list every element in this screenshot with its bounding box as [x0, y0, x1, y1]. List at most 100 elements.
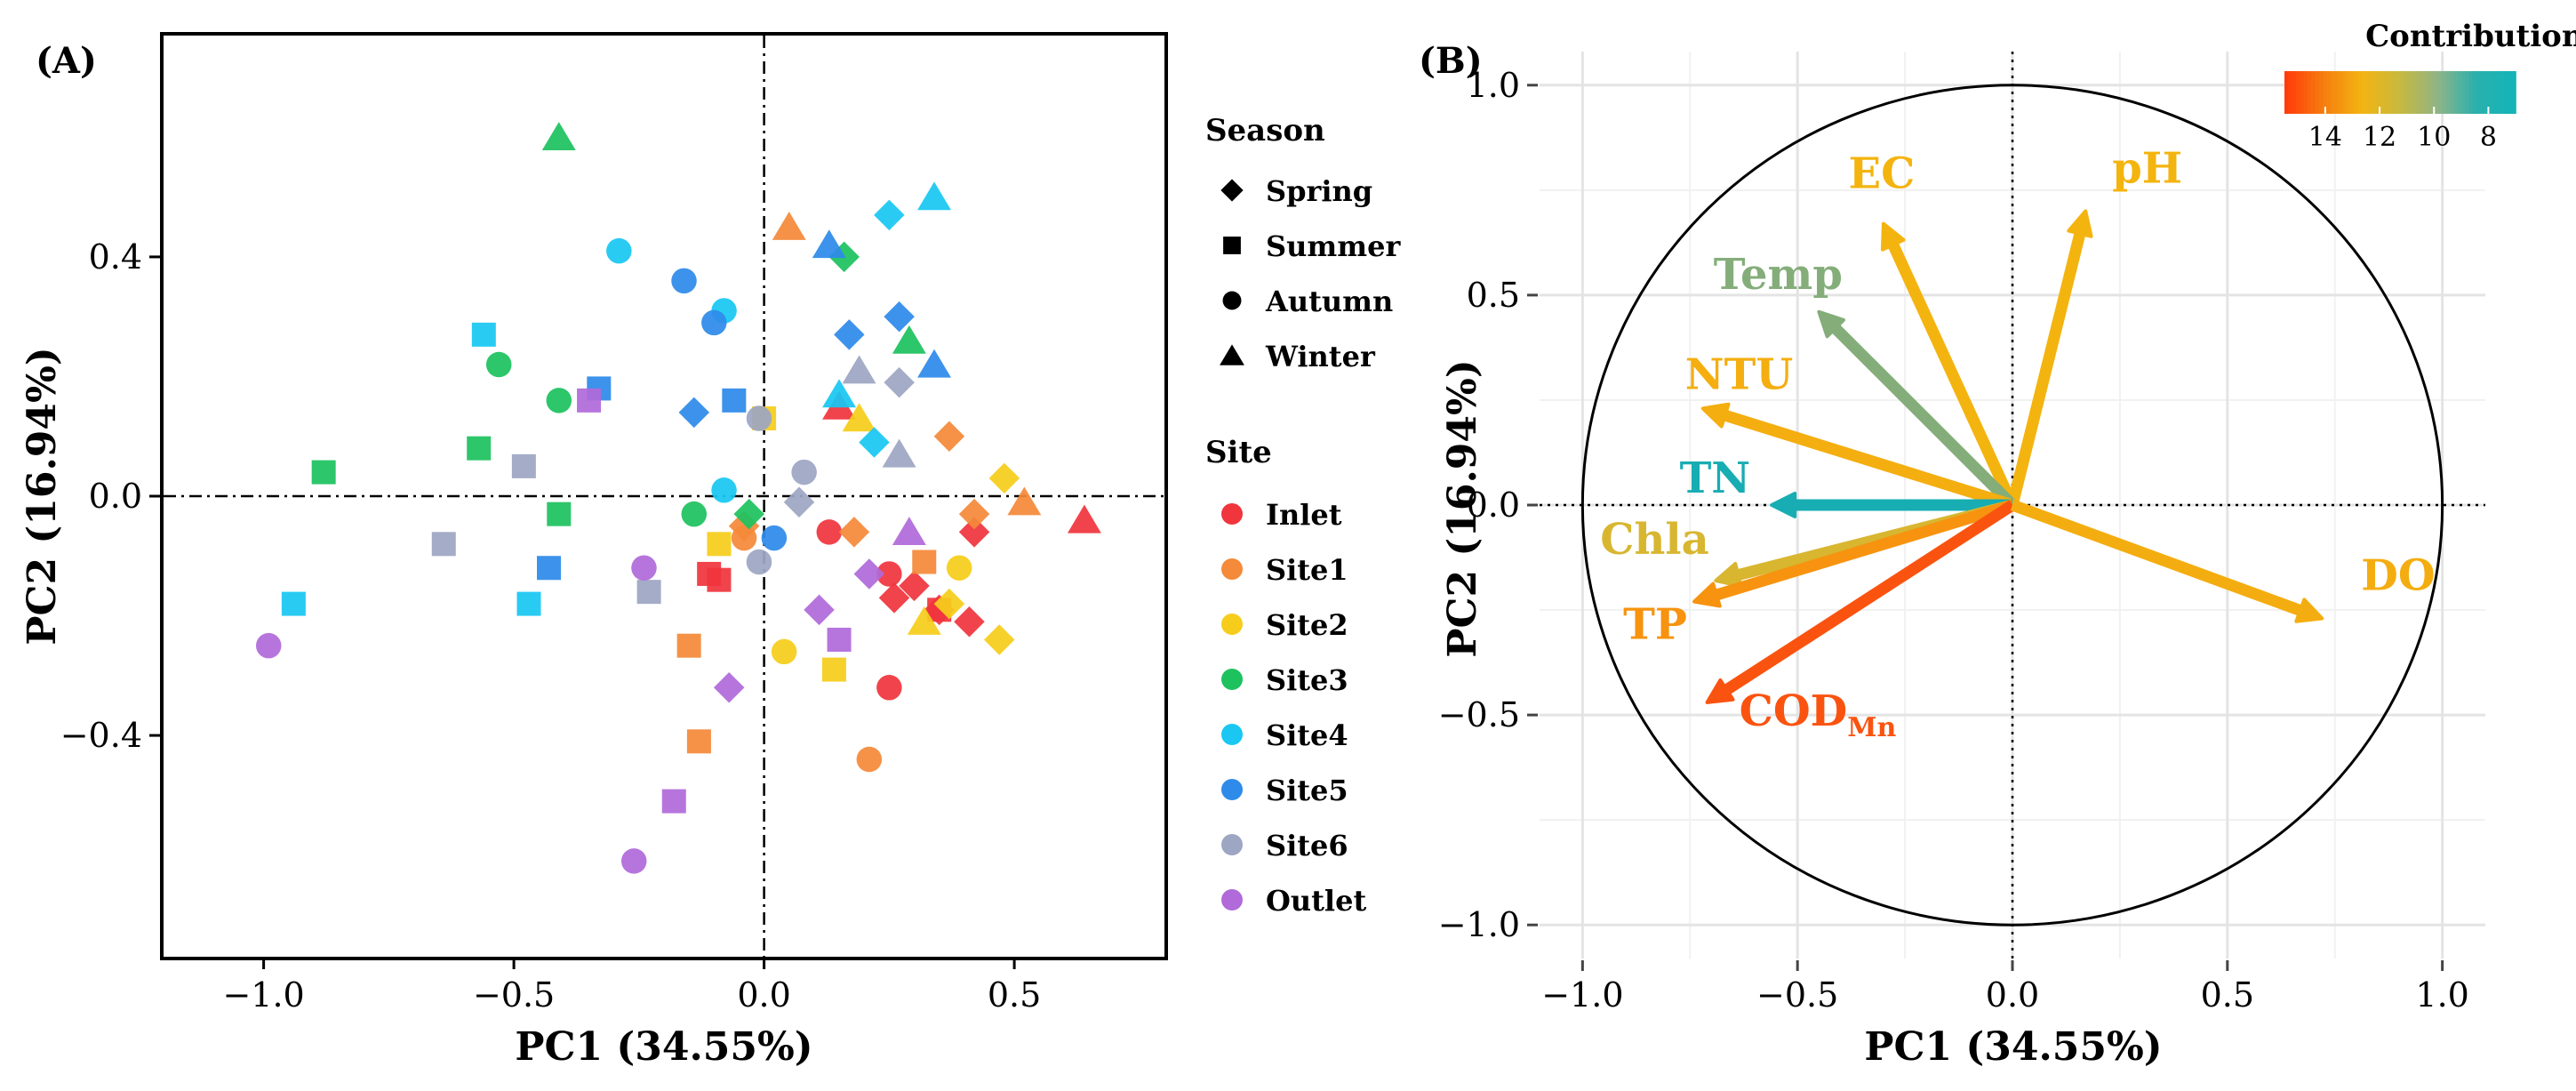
point-site6-summer	[636, 580, 661, 605]
colorbar-tick-label: 8	[2480, 122, 2497, 153]
point-inlet-winter	[1067, 504, 1101, 533]
panel-a-y-ticks: −0.4 0.0 0.4	[60, 237, 160, 755]
legend-season-entries: Spring Summer Autumn Winter	[1220, 174, 1401, 373]
point-site5-summer	[722, 388, 747, 413]
point-site1-winter	[1007, 486, 1042, 516]
panel-b-x-axis-title: PC1 (34.55%)	[1864, 1024, 2162, 1070]
colorbar-segment	[2488, 71, 2493, 114]
colorbar-segment	[2284, 71, 2290, 114]
point-site4-autumn	[606, 237, 632, 264]
vector-cod-shaft	[1714, 500, 2016, 701]
vector-ph-shaft	[2006, 221, 2089, 507]
point-site3-autumn	[681, 501, 708, 527]
x-tick-label: −0.5	[1756, 975, 1838, 1015]
point-site2-summer	[821, 657, 846, 682]
point-site2-spring	[933, 588, 965, 620]
panel-b-y-ticks: −1.0 −0.5 0.0 0.5 1.0	[1438, 66, 1538, 944]
colorbar-segment	[2342, 71, 2348, 114]
point-site6-winter	[882, 438, 916, 468]
colorbar-segment	[2446, 71, 2452, 114]
vector-do-label: DO	[2361, 551, 2435, 601]
colorbar-segment	[2354, 71, 2359, 114]
vector-temp-shaft	[1823, 317, 2017, 509]
point-site3-summer	[467, 436, 492, 461]
colorbar-segment	[2288, 71, 2293, 114]
vector-cod-subscript: Mn	[1847, 712, 1896, 743]
vector-ec-shaft	[1883, 232, 2018, 508]
colorbar-segment	[2481, 71, 2486, 114]
point-site3-autumn	[485, 351, 512, 378]
colorbar-segment	[2326, 71, 2332, 114]
colorbar-segment	[2338, 71, 2343, 114]
point-site3-summer	[547, 501, 572, 526]
vector-tp-shaft	[1704, 499, 2014, 604]
point-site4-summer	[471, 322, 496, 347]
point-site5-spring	[884, 301, 915, 333]
colorbar-segment	[2296, 71, 2301, 114]
panel-b: (B) pH EC Temp NTU TN Chla TP CODMn DO −1.0 −0.5 0…	[1419, 19, 2576, 1070]
legend-site-label: Site4	[1266, 718, 1348, 752]
point-site5-winter	[917, 349, 951, 378]
point-site1-summer	[912, 550, 937, 574]
colorbar-segment	[2308, 71, 2313, 114]
legend-season-title: Season	[1205, 113, 1325, 148]
y-tick-label: −0.5	[1438, 695, 1520, 734]
vector-ph-arrowhead	[2067, 209, 2093, 238]
point-site3-summer	[311, 460, 336, 485]
point-site4-winter	[822, 379, 857, 408]
point-site2-winter	[842, 403, 876, 432]
point-site2-autumn	[771, 638, 797, 665]
colorbar-segment	[2415, 71, 2420, 114]
vector-tn-arrowhead	[1770, 492, 1797, 518]
colorbar-segment	[2392, 71, 2397, 114]
colorbar-segment	[2315, 71, 2320, 114]
colorbar-segment	[2492, 71, 2498, 114]
point-site2-spring	[983, 624, 1015, 655]
legend-inlet-swatch-icon	[1221, 503, 1243, 525]
y-tick-label: 0.4	[89, 237, 142, 277]
point-site6-spring	[884, 366, 915, 398]
vector-ntu-shaft	[1713, 406, 2014, 511]
legend-season-label: Spring	[1266, 174, 1372, 208]
x-tick-label: 0.0	[737, 975, 790, 1015]
x-tick-label: −0.5	[473, 975, 555, 1015]
point-site1-spring	[933, 421, 965, 452]
vector-tp-label: TP	[1623, 600, 1687, 650]
point-inlet-autumn	[876, 561, 902, 587]
colorbar-segment	[2458, 71, 2463, 114]
panel-a: (A) −1.0 −0.5 0.0 0.5 −0.4 0.0 0.4 PC1 (34.55…	[20, 32, 1401, 1070]
point-site1-spring	[838, 517, 870, 548]
colorbar-tick-label: 12	[2363, 122, 2396, 153]
x-tick-label: −1.0	[222, 975, 304, 1015]
panel-a-label: (A)	[36, 40, 97, 82]
colorbar-segment	[2469, 71, 2475, 114]
legend-site-label: Site6	[1266, 829, 1348, 862]
colorbar-segment	[2292, 71, 2297, 114]
vector-do-arrowhead	[2294, 598, 2324, 623]
legend-site-entries: Inlet Site1 Site2 Site3 Site4 Site5 Site6 Outle…	[1221, 498, 1366, 918]
x-tick-label: 1.0	[2415, 975, 2468, 1015]
panel-a-y-axis-title: PC2 (16.94%)	[20, 347, 65, 645]
colorbar-segment	[2334, 71, 2340, 114]
point-site4-summer	[516, 591, 541, 616]
colorbar-segment	[2508, 71, 2513, 114]
colorbar-segment	[2476, 71, 2482, 114]
panel-b-label: (B)	[1419, 40, 1483, 82]
vector-ec-label: EC	[1849, 149, 1916, 199]
legend-site-label: Outlet	[1266, 884, 1366, 918]
point-site4-spring	[859, 427, 890, 458]
point-outlet-summer	[661, 789, 686, 814]
panel-a-points	[255, 122, 1101, 874]
colorbar-segment	[2369, 71, 2374, 114]
point-inlet-spring	[899, 570, 930, 602]
point-site3-winter	[541, 122, 576, 151]
colorbar-segment	[2473, 71, 2478, 114]
point-site5-summer	[537, 556, 562, 581]
legend-site-label: Site5	[1266, 774, 1348, 807]
colorbar-segment	[2331, 71, 2336, 114]
colorbar-title: Contribution (%)	[2365, 19, 2576, 54]
colorbar-segment	[2465, 71, 2470, 114]
point-outlet-autumn	[620, 848, 647, 874]
colorbar-segment	[2438, 71, 2444, 114]
colorbar-segment	[2450, 71, 2455, 114]
